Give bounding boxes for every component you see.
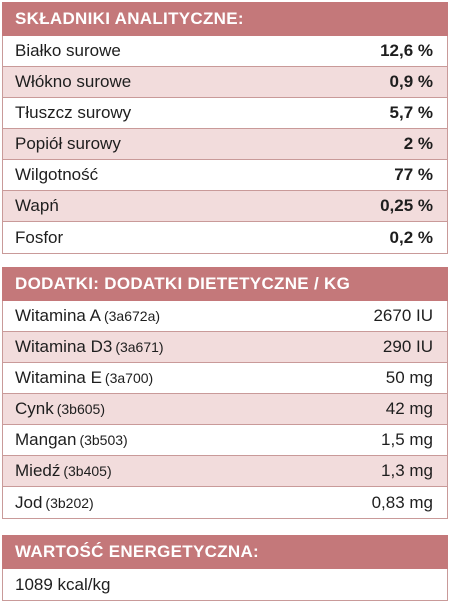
row-code: (3a700): [104, 370, 154, 386]
row-label: Popiół surowy: [15, 134, 121, 153]
additives-table: Witamina A (3a672a) 2670 IU Witamina D3 (3…: [2, 301, 448, 519]
row-label: Fosfor: [15, 227, 64, 247]
row-label-group: Witamina A (3a672a): [15, 306, 160, 326]
row-label-group: Cynk (3b605): [15, 399, 105, 419]
additives-header: DODATKI: DODATKI DIETETYCZNE / KG: [2, 267, 448, 301]
row-label: Wapń: [15, 196, 59, 215]
additives-section: DODATKI: DODATKI DIETETYCZNE / KG Witami…: [2, 267, 448, 519]
row-label-group: Jod (3b202): [15, 493, 94, 513]
row-label: Witamina D3: [15, 337, 113, 356]
row-code: (3b405): [63, 463, 112, 479]
row-label: Włókno surowe: [15, 72, 132, 91]
analytical-header: SKŁADNIKI ANALITYCZNE:: [2, 2, 448, 36]
energy-section: WARTOŚĆ ENERGETYCZNA: 1089 kcal/kg: [2, 535, 448, 601]
table-row: Witamina D3 (3a671) 290 IU: [3, 332, 447, 363]
row-value: 12,6 %: [380, 41, 433, 60]
table-row: Miedź (3b405) 1,3 mg: [3, 456, 447, 487]
row-label-group: Miedź (3b405): [15, 461, 112, 481]
row-code: (3b202): [45, 494, 94, 511]
energy-value: 1089 kcal/kg: [2, 569, 448, 601]
row-value: 1,5 mg: [381, 430, 433, 449]
row-label-group: Witamina D3 (3a671): [15, 337, 164, 357]
row-value: 0,25 %: [380, 196, 433, 215]
table-row: Mangan (3b503) 1,5 mg: [3, 425, 447, 456]
row-value: 50 mg: [385, 368, 433, 387]
row-label: Witamina E: [15, 368, 102, 387]
row-value: 0,9 %: [389, 72, 433, 91]
row-value: 77 %: [394, 165, 433, 184]
row-value: 2670 IU: [373, 306, 433, 325]
analytical-section: SKŁADNIKI ANALITYCZNE: Białko surowe 12,…: [2, 2, 448, 254]
row-value: 42 mg: [385, 399, 433, 418]
table-row: Włókno surowe 0,9 %: [3, 67, 447, 98]
table-row: Wapń 0,25 %: [3, 191, 447, 222]
row-value: 0,83 mg: [371, 492, 433, 512]
row-code: (3a672a): [103, 308, 161, 324]
table-row: Jod (3b202) 0,83 mg: [3, 487, 447, 518]
table-row: Witamina A (3a672a) 2670 IU: [3, 301, 447, 332]
row-label: Witamina A: [15, 306, 101, 325]
table-row: Popiół surowy 2 %: [3, 129, 447, 160]
table-row: Tłuszcz surowy 5,7 %: [3, 98, 447, 129]
row-label: Miedź: [15, 461, 61, 480]
row-label: Mangan: [15, 430, 77, 449]
row-label: Tłuszcz surowy: [15, 103, 132, 122]
table-row: Fosfor 0,2 %: [3, 222, 447, 253]
row-label: Cynk: [15, 399, 54, 418]
row-value: 290 IU: [382, 337, 433, 356]
row-value: 5,7 %: [389, 103, 433, 122]
energy-header: WARTOŚĆ ENERGETYCZNA:: [2, 535, 448, 569]
row-label-group: Mangan (3b503): [15, 430, 128, 450]
row-value: 0,2 %: [389, 227, 433, 247]
row-code: (3a671): [115, 339, 164, 355]
row-label-group: Witamina E (3a700): [15, 368, 153, 388]
table-row: Wilgotność 77 %: [3, 160, 447, 191]
table-row: Cynk (3b605) 42 mg: [3, 394, 447, 425]
row-code: (3b605): [56, 401, 105, 417]
table-row: Białko surowe 12,6 %: [3, 36, 447, 67]
row-value: 2 %: [403, 134, 433, 153]
analytical-table: Białko surowe 12,6 % Włókno surowe 0,9 %…: [2, 36, 448, 254]
row-label: Jod: [15, 492, 43, 512]
row-code: (3b503): [79, 432, 128, 448]
row-label: Białko surowe: [15, 41, 121, 60]
row-label: Wilgotność: [15, 165, 99, 184]
table-row: Witamina E (3a700) 50 mg: [3, 363, 447, 394]
row-value: 1,3 mg: [381, 461, 433, 480]
